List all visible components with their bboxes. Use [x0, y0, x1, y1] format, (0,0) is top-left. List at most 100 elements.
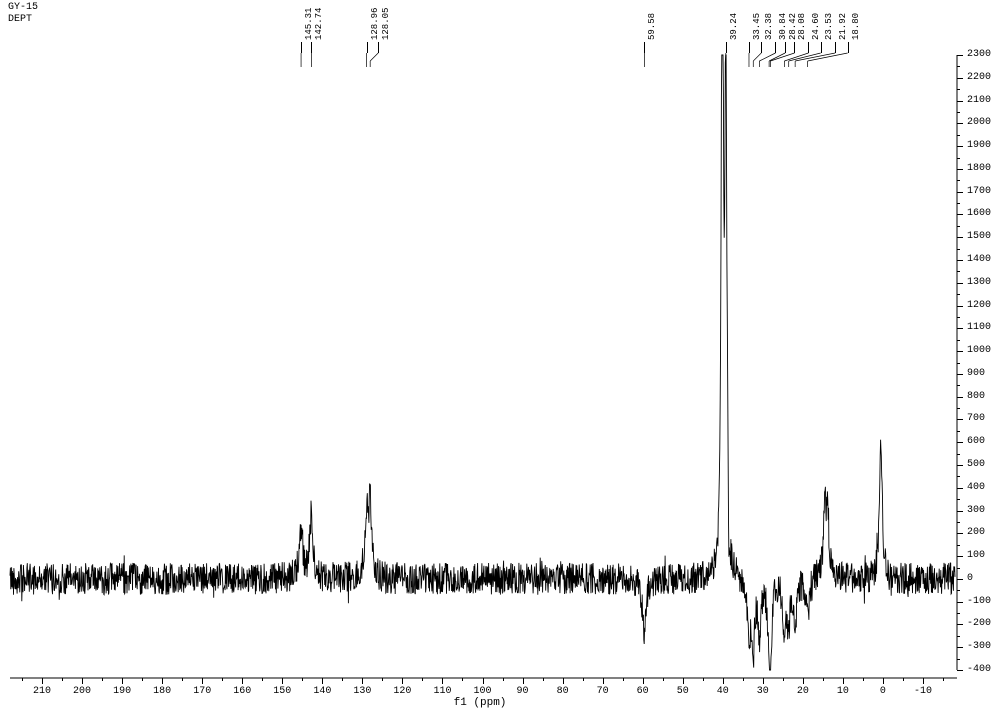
x-tick-minor: [222, 678, 223, 681]
x-tick-minor: [543, 678, 544, 681]
x-tick-label: 10: [837, 686, 849, 697]
x-tick: [162, 678, 163, 684]
x-tick-label: 150: [273, 686, 291, 697]
x-tick-minor: [182, 678, 183, 681]
y-tick-minor: [957, 659, 960, 660]
x-tick: [523, 678, 524, 684]
y-tick: [957, 374, 963, 375]
y-tick-label: 200: [967, 527, 985, 538]
peak-label-tick: [749, 42, 750, 53]
y-tick-minor: [957, 180, 960, 181]
x-tick: [683, 678, 684, 684]
x-tick-minor: [22, 678, 23, 681]
x-tick: [843, 678, 844, 684]
peak-label: 28.08: [797, 13, 807, 40]
y-tick: [957, 237, 963, 238]
y-tick: [957, 192, 963, 193]
x-tick-minor: [342, 678, 343, 681]
peak-label-tick: [821, 42, 822, 53]
x-tick-minor: [62, 678, 63, 681]
x-tick: [82, 678, 83, 684]
x-tick-minor: [262, 678, 263, 681]
y-tick: [957, 624, 963, 625]
y-tick: [957, 419, 963, 420]
y-tick: [957, 101, 963, 102]
y-tick-minor: [957, 499, 960, 500]
x-tick: [242, 678, 243, 684]
y-tick-minor: [957, 340, 960, 341]
y-tick: [957, 260, 963, 261]
y-tick-label: 600: [967, 436, 985, 447]
y-tick: [957, 283, 963, 284]
y-tick: [957, 488, 963, 489]
y-tick-minor: [957, 545, 960, 546]
x-tick-minor: [743, 678, 744, 681]
x-tick-label: 210: [33, 686, 51, 697]
peak-label: 128.05: [381, 8, 391, 40]
y-tick: [957, 306, 963, 307]
x-tick: [202, 678, 203, 684]
x-tick-label: 90: [517, 686, 529, 697]
y-tick: [957, 351, 963, 352]
x-tick: [643, 678, 644, 684]
x-tick-minor: [382, 678, 383, 681]
y-tick-label: 2100: [967, 95, 991, 106]
x-tick: [603, 678, 604, 684]
y-tick-label: 1200: [967, 300, 991, 311]
peak-label-tick: [301, 42, 302, 53]
peak-label: 24.60: [811, 13, 821, 40]
y-tick-label: 300: [967, 505, 985, 516]
y-tick-minor: [957, 271, 960, 272]
y-tick: [957, 146, 963, 147]
y-tick-minor: [957, 66, 960, 67]
x-tick-minor: [663, 678, 664, 681]
y-tick-label: 1000: [967, 345, 991, 356]
y-tick: [957, 579, 963, 580]
y-tick: [957, 442, 963, 443]
x-tick-label: 120: [393, 686, 411, 697]
peak-label-tick: [378, 42, 379, 53]
x-tick: [763, 678, 764, 684]
x-tick: [42, 678, 43, 684]
x-tick: [923, 678, 924, 684]
peak-label-tick: [794, 42, 795, 53]
x-tick-label: 70: [597, 686, 609, 697]
peak-label: 30.84: [778, 13, 788, 40]
x-tick-label: 40: [717, 686, 729, 697]
x-tick-minor: [583, 678, 584, 681]
y-tick: [957, 55, 963, 56]
y-tick-minor: [957, 454, 960, 455]
x-tick-label: 50: [677, 686, 689, 697]
y-tick: [957, 602, 963, 603]
y-tick-label: 100: [967, 550, 985, 561]
x-tick-label: 190: [113, 686, 131, 697]
y-tick-label: 1500: [967, 231, 991, 242]
x-tick-label: 60: [637, 686, 649, 697]
x-tick-label: 110: [433, 686, 451, 697]
y-tick-minor: [957, 89, 960, 90]
y-tick-minor: [957, 613, 960, 614]
peak-label: 23.53: [824, 13, 834, 40]
y-tick-label: 1300: [967, 277, 991, 288]
y-tick-label: 2000: [967, 117, 991, 128]
peak-label-tick: [367, 42, 368, 53]
x-tick-minor: [462, 678, 463, 681]
x-tick: [883, 678, 884, 684]
y-tick: [957, 214, 963, 215]
peak-label-tick: [775, 42, 776, 53]
x-tick-minor: [503, 678, 504, 681]
x-tick-minor: [863, 678, 864, 681]
y-tick: [957, 78, 963, 79]
x-tick-label: 80: [557, 686, 569, 697]
peak-label-tick: [848, 42, 849, 53]
peak-label: 59.58: [647, 13, 657, 40]
x-tick-minor: [783, 678, 784, 681]
y-tick-minor: [957, 476, 960, 477]
y-tick-label: 0: [967, 573, 973, 584]
peak-label-tick: [726, 42, 727, 53]
y-tick-minor: [957, 363, 960, 364]
peak-label: 145.31: [304, 8, 314, 40]
y-tick-label: 800: [967, 391, 985, 402]
x-axis-title: f1 (ppm): [454, 697, 507, 709]
y-tick-minor: [957, 203, 960, 204]
